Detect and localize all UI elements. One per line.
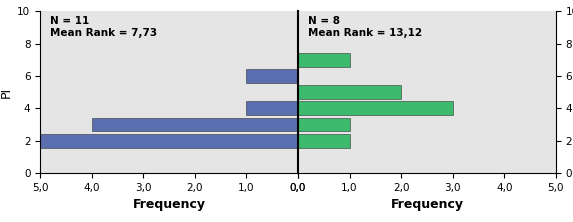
Bar — [246, 69, 298, 83]
Bar — [92, 118, 298, 131]
Bar — [298, 85, 401, 99]
Bar — [246, 101, 298, 115]
Bar — [298, 53, 350, 67]
Text: N = 8
Mean Rank = 13,12: N = 8 Mean Rank = 13,12 — [308, 16, 422, 38]
X-axis label: Frequency: Frequency — [390, 198, 464, 211]
Bar — [298, 101, 453, 115]
Y-axis label: PI: PI — [0, 87, 13, 98]
X-axis label: Frequency: Frequency — [132, 198, 206, 211]
Bar — [298, 134, 350, 148]
Bar — [298, 118, 350, 131]
Bar — [40, 134, 298, 148]
Text: N = 11
Mean Rank = 7,73: N = 11 Mean Rank = 7,73 — [50, 16, 158, 38]
